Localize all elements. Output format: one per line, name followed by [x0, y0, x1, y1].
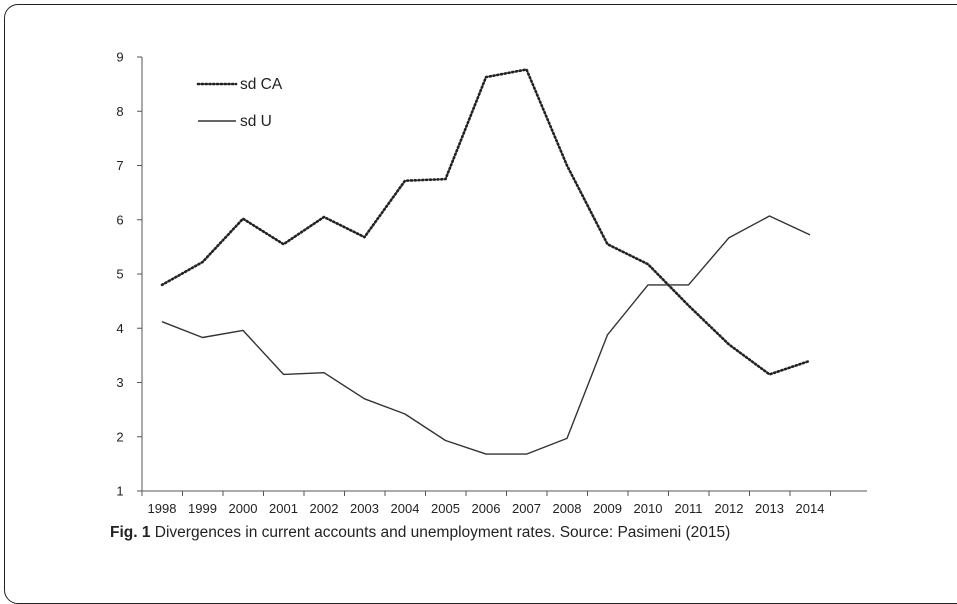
line-chart: 1 2 3 4 5 6 7 8 9 1998 1999 2000 2001 2002 2003 2004 20…	[116, 50, 867, 516]
x-tick-label: 2000	[229, 501, 258, 516]
figure-caption: Fig. 1 Divergences in current accounts a…	[110, 524, 730, 542]
chart-axes	[137, 56, 867, 496]
legend: sd CA sd U	[196, 76, 283, 130]
y-tick-label: 2	[116, 429, 123, 444]
y-tick-label: 5	[116, 267, 123, 282]
legend-label-sd-ca: sd CA	[240, 76, 283, 93]
y-tick-label: 6	[116, 212, 123, 227]
series-line-sd-ca	[160, 68, 812, 376]
y-tick-label: 8	[116, 104, 123, 119]
x-tick-label: 2003	[350, 501, 379, 516]
x-tick-label: 2005	[431, 501, 460, 516]
legend-label-sd-u: sd U	[240, 113, 272, 130]
x-tick-label: 2006	[472, 501, 501, 516]
x-tick-label: 2012	[715, 501, 744, 516]
x-tick-label: 2002	[310, 501, 339, 516]
series-line-sd-u	[161, 215, 811, 455]
y-tick-labels: 1 2 3 4 5 6 7 8 9	[116, 50, 123, 499]
x-tick-labels: 1998 1999 2000 2001 2002 2003 2004 2005 2006 2007…	[148, 501, 825, 516]
x-tick-label: 2013	[755, 501, 784, 516]
x-tick-label: 1998	[148, 501, 177, 516]
y-tick-label: 3	[116, 375, 123, 390]
x-tick-label: 2008	[553, 501, 582, 516]
figure-caption-label: Fig. 1	[110, 524, 151, 541]
y-tick-label: 1	[116, 484, 123, 499]
x-tick-label: 2004	[391, 501, 420, 516]
x-tick-label: 2011	[675, 501, 703, 516]
y-tick-label: 7	[116, 158, 123, 173]
x-tick-label: 2010	[634, 501, 663, 516]
x-tick-label: 2007	[512, 501, 541, 516]
x-tick-label: 2001	[269, 501, 298, 516]
series-lines	[160, 68, 812, 455]
figure-caption-text: Divergences in current accounts and unem…	[150, 524, 731, 541]
x-tick-label: 1999	[188, 501, 217, 516]
y-tick-label: 4	[116, 321, 123, 336]
y-tick-label: 9	[116, 50, 123, 65]
x-tick-label: 2009	[593, 501, 622, 516]
x-tick-label: 2014	[796, 501, 825, 516]
